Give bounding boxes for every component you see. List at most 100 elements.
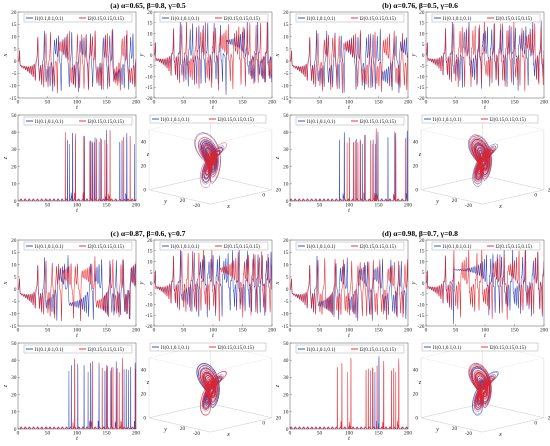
y-axis-label: y	[435, 198, 439, 205]
y-tick-label: -5	[148, 292, 153, 298]
y-tick-label: 10	[283, 410, 289, 416]
x-tick-label: 100	[209, 100, 217, 106]
legend: I1(0.1,0.1,0.1) I2(0.15,0.15,0.15)	[23, 116, 133, 126]
z-tick-label: 0	[415, 415, 418, 421]
y-tick-label: -5	[284, 299, 289, 305]
x-tick-label: 0	[425, 100, 428, 106]
legend-box	[295, 116, 405, 126]
y-tick-label: -5	[12, 299, 17, 305]
legend-box	[23, 116, 133, 126]
y-tick-label: 10	[11, 34, 17, 40]
legend-box	[295, 241, 405, 251]
y-tick-label: 20	[11, 238, 17, 244]
series-s2	[468, 135, 497, 185]
x-tick-label: 0	[17, 203, 20, 209]
legend-box	[159, 13, 269, 23]
series-s2	[18, 357, 136, 429]
y-tick-label: 10	[283, 182, 289, 188]
axes-x-vs-t: 0 50 100 150 200 -15 -10 -5 0 5 10 15 20 t x I1(0.1,0.1…	[2, 10, 140, 111]
x-axis-label: x	[498, 203, 502, 210]
y-tick-label: 20	[180, 426, 186, 432]
legend: I1(0.1,0.1,0.1) I2(0.15,0.15,0.15)	[295, 241, 405, 251]
legend: I1(0.1,0.1,0.1) I2(0.15,0.15,0.15)	[431, 13, 541, 23]
legend-label-s2: I2(0.15,0.15,0.15)	[218, 118, 255, 123]
x-tick-label: 150	[374, 328, 382, 334]
x-tick-label: 0	[289, 100, 292, 106]
legend-label-s1: I1(0.1,0.1,0.1)	[35, 245, 64, 250]
x-tick-label: 0	[534, 420, 537, 426]
y-tick-label: -10	[9, 84, 16, 90]
x-axis-label: t	[484, 104, 486, 111]
y-tick-label: 20	[452, 198, 458, 204]
y-tick-label: -5	[284, 71, 289, 77]
axes-y-vs-t: 0 50 100 150 200 -20 -15 -10 -5 0 5 10 15 20 t y I1(0.1,…	[138, 238, 276, 339]
plot-frame	[17, 342, 137, 430]
x-tick-label: 150	[102, 100, 110, 106]
y-tick-label: 0	[286, 199, 289, 205]
y-axis-label: x	[274, 53, 281, 57]
series-s2	[468, 362, 495, 411]
series-s1	[18, 129, 136, 201]
legend: I1(0.1,0.1,0.1) I2(0.15,0.15,0.15)	[421, 114, 539, 124]
panel-title: (c) α=0.87, β=0.6, γ=0.7	[111, 229, 186, 238]
axes-3d-attractor: 0 20 40 20 0 -20 20 x y z I1(0.1,0.1,0.1) I2(0.15,0…	[141, 342, 281, 438]
axes-z-vs-t: 0 50 100 150 20001020304050tzI1(0.1,0.1,0.1)…	[274, 113, 412, 214]
plots-layer: 0 50 100 150 200-15-10-505101520txI1(0.1,0.1…	[2, 10, 550, 442]
x-tick-label: 50	[317, 431, 323, 437]
axes-x-vs-t: 0 50 100 150 200 -15 -10 -5 0 5 10 15 20 t x I1(0.1,0.1…	[274, 238, 412, 339]
axes-y-vs-t: 0 50 100 150 200 -20 -15 -10 -5 0 5 10 15 20 t y I1(0.1,…	[410, 10, 548, 111]
x-tick-label: 200	[404, 328, 412, 334]
legend-label-s2: I2(0.15,0.15,0.15)	[490, 346, 527, 351]
x-tick-label: 200	[132, 203, 140, 209]
z-tick-label: 40	[141, 139, 147, 145]
y-tick-label: -20	[193, 431, 200, 437]
y-tick-label: -5	[12, 71, 17, 77]
legend: I1(0.1,0.1,0.1) I2(0.15,0.15,0.15)	[421, 342, 539, 352]
x-tick-label: 0	[153, 100, 156, 106]
panel-b: (b) α=0.76, β=0.5, γ=0.6	[382, 1, 458, 10]
legend-label-s1: I1(0.1,0.1,0.1)	[35, 120, 64, 125]
legend-label-s2: I2(0.15,0.15,0.15)	[360, 17, 397, 22]
x-tick-label: 150	[102, 203, 110, 209]
y-tick-label: -10	[417, 302, 424, 308]
plot-frame	[17, 114, 137, 202]
x-tick-label: 100	[345, 100, 353, 106]
z-tick-label: 20	[141, 391, 147, 397]
legend-box	[431, 13, 541, 23]
x-axis-label: t	[76, 104, 78, 111]
legend-label-s2: I2(0.15,0.15,0.15)	[224, 17, 261, 22]
series-s2	[290, 257, 408, 320]
y-tick-label: 0	[150, 281, 153, 287]
legend-box	[23, 13, 133, 23]
axes-3d-attractor: 0 20 40 20 0 -20 20 x y z I1(0.1,0.1,0.1) I2(0.15,0…	[413, 114, 550, 210]
legend: I1(0.1,0.1,0.1) I2(0.15,0.15,0.15)	[23, 13, 133, 23]
x-axis-label: t	[484, 332, 486, 339]
x-axis-label: t	[348, 104, 350, 111]
series-s1	[290, 356, 408, 429]
y-tick-label: 0	[150, 53, 153, 59]
legend-label-s1: I1(0.1,0.1,0.1)	[307, 120, 336, 125]
legend-label-s1: I1(0.1,0.1,0.1)	[35, 348, 64, 353]
y-tick-label: -15	[145, 85, 152, 91]
y-tick-label: 15	[283, 22, 289, 28]
y-tick-label: -20	[465, 431, 472, 437]
z-tick-label: 0	[415, 187, 418, 193]
legend-label-s1: I1(0.1,0.1,0.1)	[307, 17, 336, 22]
y-tick-label: -20	[145, 324, 152, 330]
legend-label-s1: I1(0.1,0.1,0.1)	[161, 346, 190, 351]
z-tick-label: 20	[141, 163, 147, 169]
y-tick-label: -15	[417, 85, 424, 91]
y-tick-label: 20	[180, 198, 186, 204]
legend-label-s2: I2(0.15,0.15,0.15)	[88, 17, 125, 22]
z-axis-label: z	[146, 151, 150, 158]
z-tick-label: 40	[413, 139, 419, 145]
y-tick-label: -10	[417, 74, 424, 80]
legend: I1(0.1,0.1,0.1) I2(0.15,0.15,0.15)	[295, 344, 405, 354]
x-tick-label: 100	[481, 100, 489, 106]
x-axis-label: t	[348, 435, 350, 442]
axes-3d-attractor: 0 20 40 20 0 -20 20 x y z I1(0.1,0.1,0.1) I2(0.15,0…	[413, 342, 550, 438]
y-tick-label: -15	[417, 313, 424, 319]
x-tick-label: 100	[481, 328, 489, 334]
y-tick-label: 10	[11, 262, 17, 268]
